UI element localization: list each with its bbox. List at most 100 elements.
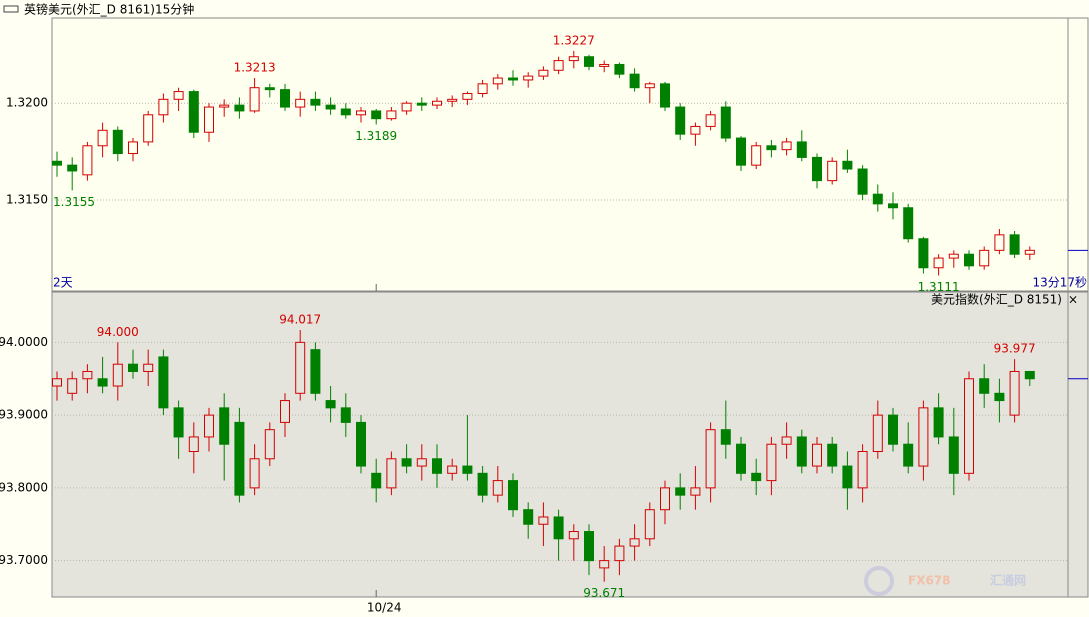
candle-body	[52, 160, 62, 166]
y-tick-label: 1.3200	[6, 96, 48, 110]
candle-body	[538, 69, 549, 77]
candle-body	[888, 414, 898, 445]
candle-body	[812, 443, 822, 467]
candle-body	[310, 349, 321, 394]
candle-body	[188, 91, 199, 133]
candle-body	[523, 75, 534, 81]
candle-body	[340, 407, 351, 423]
candle-body	[325, 400, 336, 409]
range-note: 2天	[53, 276, 73, 290]
candle-body	[523, 509, 534, 525]
candle-body	[781, 141, 792, 151]
candle-body	[82, 370, 93, 380]
candle-body	[432, 100, 442, 106]
candle-body	[416, 458, 427, 467]
candle-body	[994, 392, 1005, 402]
candle-body	[477, 472, 488, 496]
candle-body	[325, 104, 336, 110]
candle-body	[219, 104, 230, 108]
candle-body	[644, 509, 655, 540]
watermark-brand: FX678	[908, 574, 951, 588]
candle-body	[295, 341, 306, 394]
candle-body	[234, 421, 245, 496]
extreme-label: 93.671	[583, 586, 625, 600]
candle-body	[295, 98, 306, 108]
candle-body	[280, 89, 290, 108]
candle-body	[416, 102, 427, 106]
candle-body	[143, 114, 154, 143]
title-icon	[3, 5, 19, 13]
candle-body	[857, 451, 868, 489]
candle-body	[264, 429, 275, 460]
extreme-label: 93.977	[994, 342, 1036, 356]
right-margin	[1067, 291, 1089, 598]
candle-body	[994, 234, 1005, 251]
candle-body	[158, 98, 169, 116]
candle-body	[933, 257, 944, 269]
candle-body	[690, 487, 701, 496]
candle-body	[219, 407, 230, 445]
candle-body	[964, 378, 974, 474]
candle-body	[462, 465, 473, 474]
candle-body	[751, 145, 762, 166]
candle-body	[477, 83, 488, 95]
panel-title: 美元指数(外汇_D 8151)	[931, 292, 1062, 307]
watermark-logo	[864, 566, 894, 596]
candle-body	[842, 465, 853, 489]
candle-body	[644, 83, 655, 89]
candle-body	[508, 77, 518, 81]
candle-body	[827, 160, 838, 182]
candle-body	[584, 531, 594, 562]
candle-body	[568, 531, 579, 540]
candle-body	[675, 487, 686, 496]
candle-body	[143, 363, 154, 372]
extreme-label: 1.3213	[234, 61, 276, 75]
candle-body	[842, 160, 853, 170]
candle-body	[432, 458, 442, 474]
candle-body	[675, 106, 686, 135]
candle-body	[188, 436, 199, 453]
candle-body	[492, 77, 503, 85]
chart-title: 英镑美元(外汇_D 8161)15分钟	[24, 2, 194, 17]
candle-body	[1024, 249, 1035, 255]
candle-body	[508, 480, 518, 511]
x-tick-label: 10/24	[367, 601, 402, 615]
candle-body	[249, 87, 260, 112]
candle-body	[234, 104, 245, 112]
close-button[interactable]: ×	[1068, 293, 1078, 307]
candle-body	[356, 421, 366, 467]
candle-body	[979, 249, 990, 267]
watermark-name: 汇通网	[990, 573, 1026, 588]
candle-body	[264, 87, 275, 91]
right-margin	[1067, 17, 1089, 292]
candle-body	[447, 98, 458, 102]
extreme-label: 1.3155	[53, 195, 95, 209]
title-bar	[1, 1, 1088, 18]
extreme-label: 1.3227	[553, 33, 595, 47]
extreme-label: 94.000	[97, 325, 139, 339]
candle-body	[660, 487, 670, 511]
candle-body	[538, 516, 549, 525]
candle-body	[948, 253, 959, 259]
candle-body	[964, 253, 974, 267]
candle-body	[720, 106, 731, 139]
candle-body	[918, 407, 929, 467]
candle-body	[751, 472, 762, 482]
candle-body	[447, 465, 458, 474]
candle-body	[249, 458, 260, 489]
candle-body	[812, 156, 822, 182]
candle-body	[386, 458, 397, 489]
y-tick-label: 93.9000	[0, 408, 48, 422]
candle-body	[736, 443, 746, 474]
y-tick-label: 93.7000	[0, 553, 48, 567]
candle-body	[158, 356, 169, 409]
candle-body	[629, 73, 640, 89]
extreme-label: 1.3189	[355, 129, 397, 143]
candle-body	[872, 414, 883, 452]
candle-body	[340, 108, 351, 116]
candle-body	[82, 145, 93, 176]
candle-body	[614, 63, 625, 75]
candle-body	[660, 83, 670, 108]
candle-body	[584, 56, 594, 67]
